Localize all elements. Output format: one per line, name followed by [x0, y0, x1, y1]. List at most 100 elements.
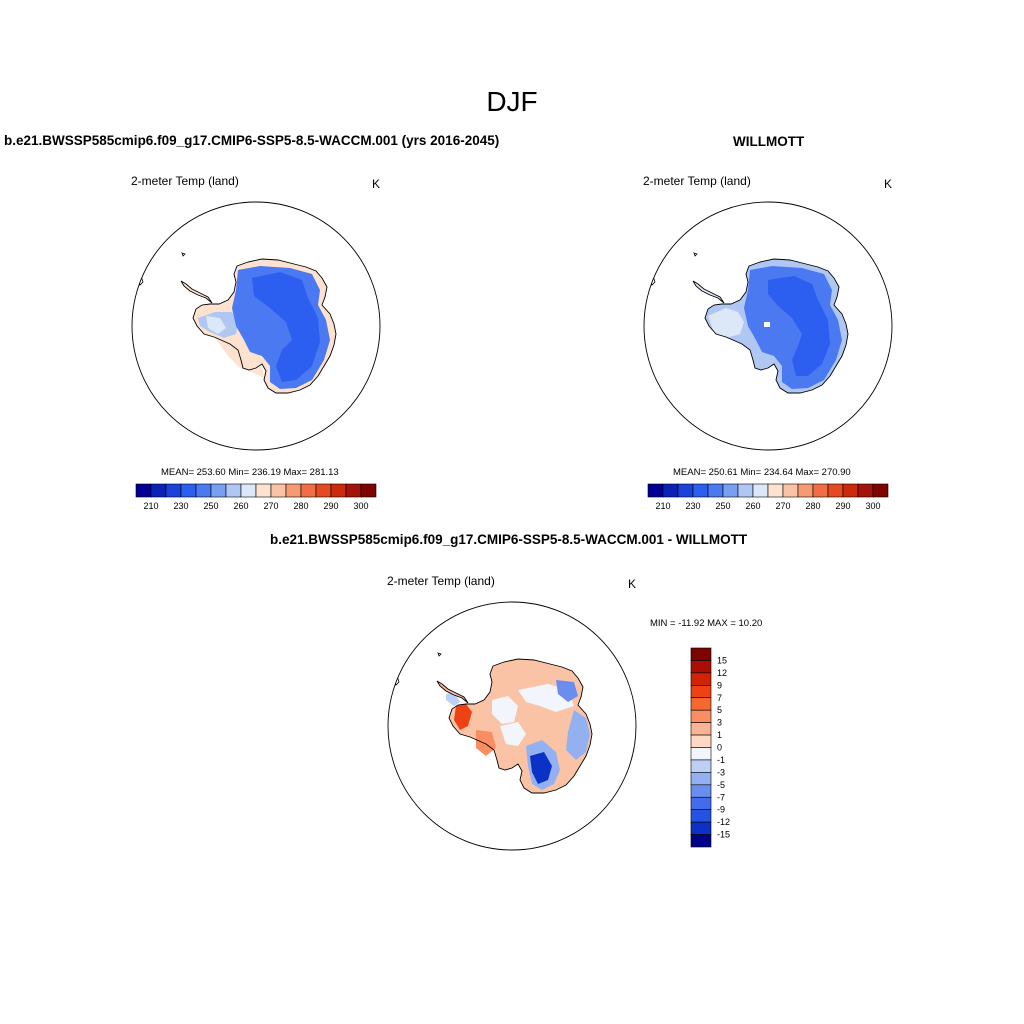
panel3-colorbar-swatch [690, 821, 712, 835]
panel3-colorbar-tick-label: 7 [717, 693, 722, 703]
panel2-colorbar-swatch [752, 483, 769, 498]
panel2-colorbar-tick-label: 300 [865, 501, 880, 511]
panel1-colorbar-swatch [165, 483, 182, 498]
panel2-colorbar-swatch [737, 483, 754, 498]
panel1-title: b.e21.BWSSP585cmip6.f09_g17.CMIP6-SSP5-8… [4, 133, 500, 148]
panel1-colorbar-swatch [210, 483, 227, 498]
panel2-colorbar-tick-label: 260 [745, 501, 760, 511]
panel3-colorbar-swatch [690, 672, 712, 686]
panel2-colorbar-tick-label: 270 [775, 501, 790, 511]
panel1-colorbar-swatch [180, 483, 197, 498]
panel2-colorbar-tick-label: 250 [715, 501, 730, 511]
panel1-colorbar-swatch [330, 483, 347, 498]
panel3-colorbar-tick-label: -15 [717, 830, 730, 840]
panel1-colorbar-swatch [360, 483, 377, 498]
panel3-colorbar: 15 12 9 7 5 3 1 0 -1 -3 -5 -7 -9 -12 -15 [690, 647, 730, 848]
panel1-colorbar-tick-label: 270 [263, 501, 278, 511]
panel2-stats: MEAN= 250.61 Min= 234.64 Max= 270.90 [673, 467, 851, 478]
panel3-colorbar-tick-label: 9 [717, 680, 722, 690]
panel2-colorbar-swatch [797, 483, 814, 498]
panel2-title: WILLMOTT [733, 134, 805, 149]
panel1-colorbar-swatch [270, 483, 287, 498]
panel2-colorbar-swatch [872, 483, 889, 498]
panel1-colorbar-tick-label: 290 [323, 501, 338, 511]
panel3-colorbar-swatch [690, 709, 712, 723]
panel3-colorbar-swatch [690, 697, 712, 711]
panel1-colorbar-swatch [240, 483, 257, 498]
panel3-colorbar-swatch [690, 796, 712, 810]
panel3-units-label: K [628, 577, 637, 591]
panel3-colorbar-tick-label: 0 [717, 743, 722, 753]
panel3-variable-label: 2-meter Temp (land) [387, 574, 495, 588]
panel1-stats: MEAN= 253.60 Min= 236.19 Max= 281.13 [161, 467, 339, 478]
panel3-colorbar-tick-label: -7 [717, 792, 725, 802]
panel3-colorbar-tick-label: -9 [717, 805, 725, 815]
panel3-title: b.e21.BWSSP585cmip6.f09_g17.CMIP6-SSP5-8… [270, 532, 748, 547]
panel3-colorbar-tick-label: -5 [717, 780, 725, 790]
panel2-colorbar-swatch [662, 483, 679, 498]
panel2-colorbar-swatch [647, 483, 664, 498]
panel3-colorbar-swatch [690, 784, 712, 798]
panel1-colorbar-swatch [255, 483, 272, 498]
panel3-colorbar-swatch [690, 759, 712, 773]
panel3-colorbar-tick-label: 3 [717, 718, 722, 728]
panel3-colorbar-tick-label: 5 [717, 705, 722, 715]
panel3-colorbar-swatch [690, 834, 712, 848]
panel2-colorbar-swatch [677, 483, 694, 498]
panel1-colorbar-swatch [225, 483, 242, 498]
panel1-map [131, 201, 381, 451]
panel1-colorbar-tick-label: 230 [173, 501, 188, 511]
panel1-colorbar-swatch [195, 483, 212, 498]
panel1-colorbar-swatch [300, 483, 317, 498]
panel2-colorbar-swatch [722, 483, 739, 498]
panel3-colorbar-swatch [690, 734, 712, 748]
panel1-colorbar-tick-label: 250 [203, 501, 218, 511]
panel3-colorbar-tick-label: 15 [717, 655, 727, 665]
panel2-colorbar-swatch [827, 483, 844, 498]
panel2-colorbar-tick-label: 290 [835, 501, 850, 511]
panel2-map-boundary [643, 201, 893, 451]
panel1-colorbar-tick-label: 210 [143, 501, 158, 511]
panel3-colorbar-tick-label: 12 [717, 668, 727, 678]
panel2-colorbar-tick-label: 230 [685, 501, 700, 511]
panel3-colorbar-tick-label: -1 [717, 755, 725, 765]
panel3-colorbar-swatch [690, 747, 712, 761]
panel1-colorbar-swatch [315, 483, 332, 498]
panel3-colorbar-tick-label: -12 [717, 817, 730, 827]
panel2-variable-label: 2-meter Temp (land) [643, 174, 751, 188]
panel3-stats: MIN = -11.92 MAX = 10.20 [650, 618, 763, 629]
panel3-colorbar-swatch [690, 772, 712, 786]
panel3-colorbar-swatch [690, 660, 712, 674]
panel1-units-label: K [372, 177, 381, 191]
panel3-colorbar-tick-label: 1 [717, 730, 722, 740]
panel1-map-boundary [131, 201, 381, 451]
panel3-colorbar-swatch [690, 722, 712, 736]
panel1-colorbar-swatch [345, 483, 362, 498]
panel2-colorbar-tick-label: 210 [655, 501, 670, 511]
panel2-colorbar-swatch [782, 483, 799, 498]
panel2-colorbar: 210 230 250 260 270 280 290 300 [647, 483, 889, 511]
panel2-map [643, 201, 893, 451]
panel3-colorbar-swatch [690, 809, 712, 823]
panel2-colorbar-swatch [767, 483, 784, 498]
panel2-units-label: K [884, 177, 893, 191]
panel2-colorbar-swatch [842, 483, 859, 498]
panel1-colorbar: 210 230 250 260 270 280 290 300 [135, 483, 377, 511]
panel3-colorbar-swatch [690, 685, 712, 699]
panel2-colorbar-swatch [707, 483, 724, 498]
figure-title: DJF [486, 86, 538, 117]
panel1-colorbar-tick-label: 280 [293, 501, 308, 511]
panel1-variable-label: 2-meter Temp (land) [131, 174, 239, 188]
panel1-colorbar-tick-label: 300 [353, 501, 368, 511]
panel3-colorbar-tick-label: -3 [717, 767, 725, 777]
panel1-colorbar-tick-label: 260 [233, 501, 248, 511]
panel1-colorbar-swatch [150, 483, 167, 498]
panel3-map-boundary [387, 601, 637, 851]
panel1-colorbar-swatch [285, 483, 302, 498]
panel2-colorbar-tick-label: 280 [805, 501, 820, 511]
panel3-colorbar-swatch [690, 647, 712, 661]
panel2-colorbar-swatch [857, 483, 874, 498]
panel1-colorbar-swatch [135, 483, 152, 498]
panel2-colorbar-swatch [692, 483, 709, 498]
